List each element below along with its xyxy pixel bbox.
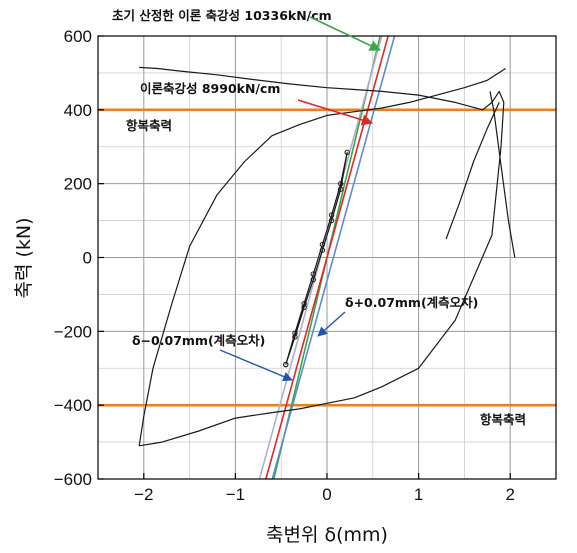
data-point bbox=[301, 300, 307, 307]
x-tick-label: −2 bbox=[134, 485, 153, 504]
y-tick-label: 0 bbox=[83, 249, 92, 268]
hysteresis-series-line bbox=[489, 91, 516, 258]
hysteresis-series-line bbox=[139, 66, 505, 447]
data-point bbox=[319, 247, 326, 253]
data-point bbox=[310, 271, 316, 277]
annotation-minus-error-arrow bbox=[219, 349, 293, 382]
data-point bbox=[301, 304, 307, 311]
hysteresis-series-line bbox=[138, 67, 506, 446]
annotation-plus-error-arrow bbox=[317, 311, 346, 337]
annotation-theory-stiffness: 이론축강성 8990kN/cm bbox=[140, 81, 280, 96]
annotation-initial-stiffness: 초기 산정한 이론 축강성 10336kN/cm bbox=[112, 8, 332, 23]
x-axis-title: 축변위 δ(mm) bbox=[266, 524, 388, 546]
y-tick-label: 600 bbox=[64, 27, 92, 46]
annotation-yield-lower: 항복축력 bbox=[480, 412, 526, 427]
y-tick-label: 200 bbox=[64, 175, 92, 194]
axis-ticks bbox=[98, 35, 511, 480]
data-point bbox=[338, 186, 344, 192]
data-point bbox=[319, 241, 326, 248]
theory-stiffness-line bbox=[265, 36, 389, 479]
y-tick-labels: −600 −400 −200 0 200 400 600 bbox=[54, 27, 92, 489]
annotation-plus-error: δ+0.07mm(계측오차) bbox=[345, 295, 478, 310]
data-point bbox=[283, 361, 289, 368]
data-point bbox=[328, 217, 335, 224]
x-tick-label: 0 bbox=[322, 485, 331, 504]
y-tick-label: −600 bbox=[54, 470, 92, 489]
hysteresis-series-line bbox=[285, 151, 348, 365]
x-tick-label: 2 bbox=[505, 485, 514, 504]
annotation-yield-upper: 항복축력 bbox=[126, 118, 172, 133]
annotation-initial-stiffness-arrow bbox=[309, 16, 382, 51]
data-point bbox=[310, 276, 316, 283]
x-tick-label: −1 bbox=[226, 485, 245, 504]
y-tick-label: −200 bbox=[54, 322, 92, 341]
hysteresis-series-line bbox=[445, 102, 500, 240]
x-tick-labels: −2 −1 0 1 2 bbox=[134, 485, 515, 504]
annotation-minus-error: δ−0.07mm(계측오차) bbox=[132, 333, 265, 348]
y-tick-label: 400 bbox=[64, 101, 92, 120]
data-point bbox=[292, 334, 298, 340]
x-tick-label: 1 bbox=[414, 485, 423, 504]
y-tick-label: −400 bbox=[54, 396, 92, 415]
data-point bbox=[328, 212, 335, 218]
data-point bbox=[292, 330, 298, 336]
data-point bbox=[344, 149, 350, 155]
annotation-theory-stiffness-arrow bbox=[297, 99, 374, 126]
theory-stiffness-line bbox=[271, 36, 396, 479]
data-series bbox=[138, 66, 516, 447]
data-point bbox=[338, 180, 344, 187]
y-axis-title: 축력 (kN) bbox=[13, 217, 35, 298]
